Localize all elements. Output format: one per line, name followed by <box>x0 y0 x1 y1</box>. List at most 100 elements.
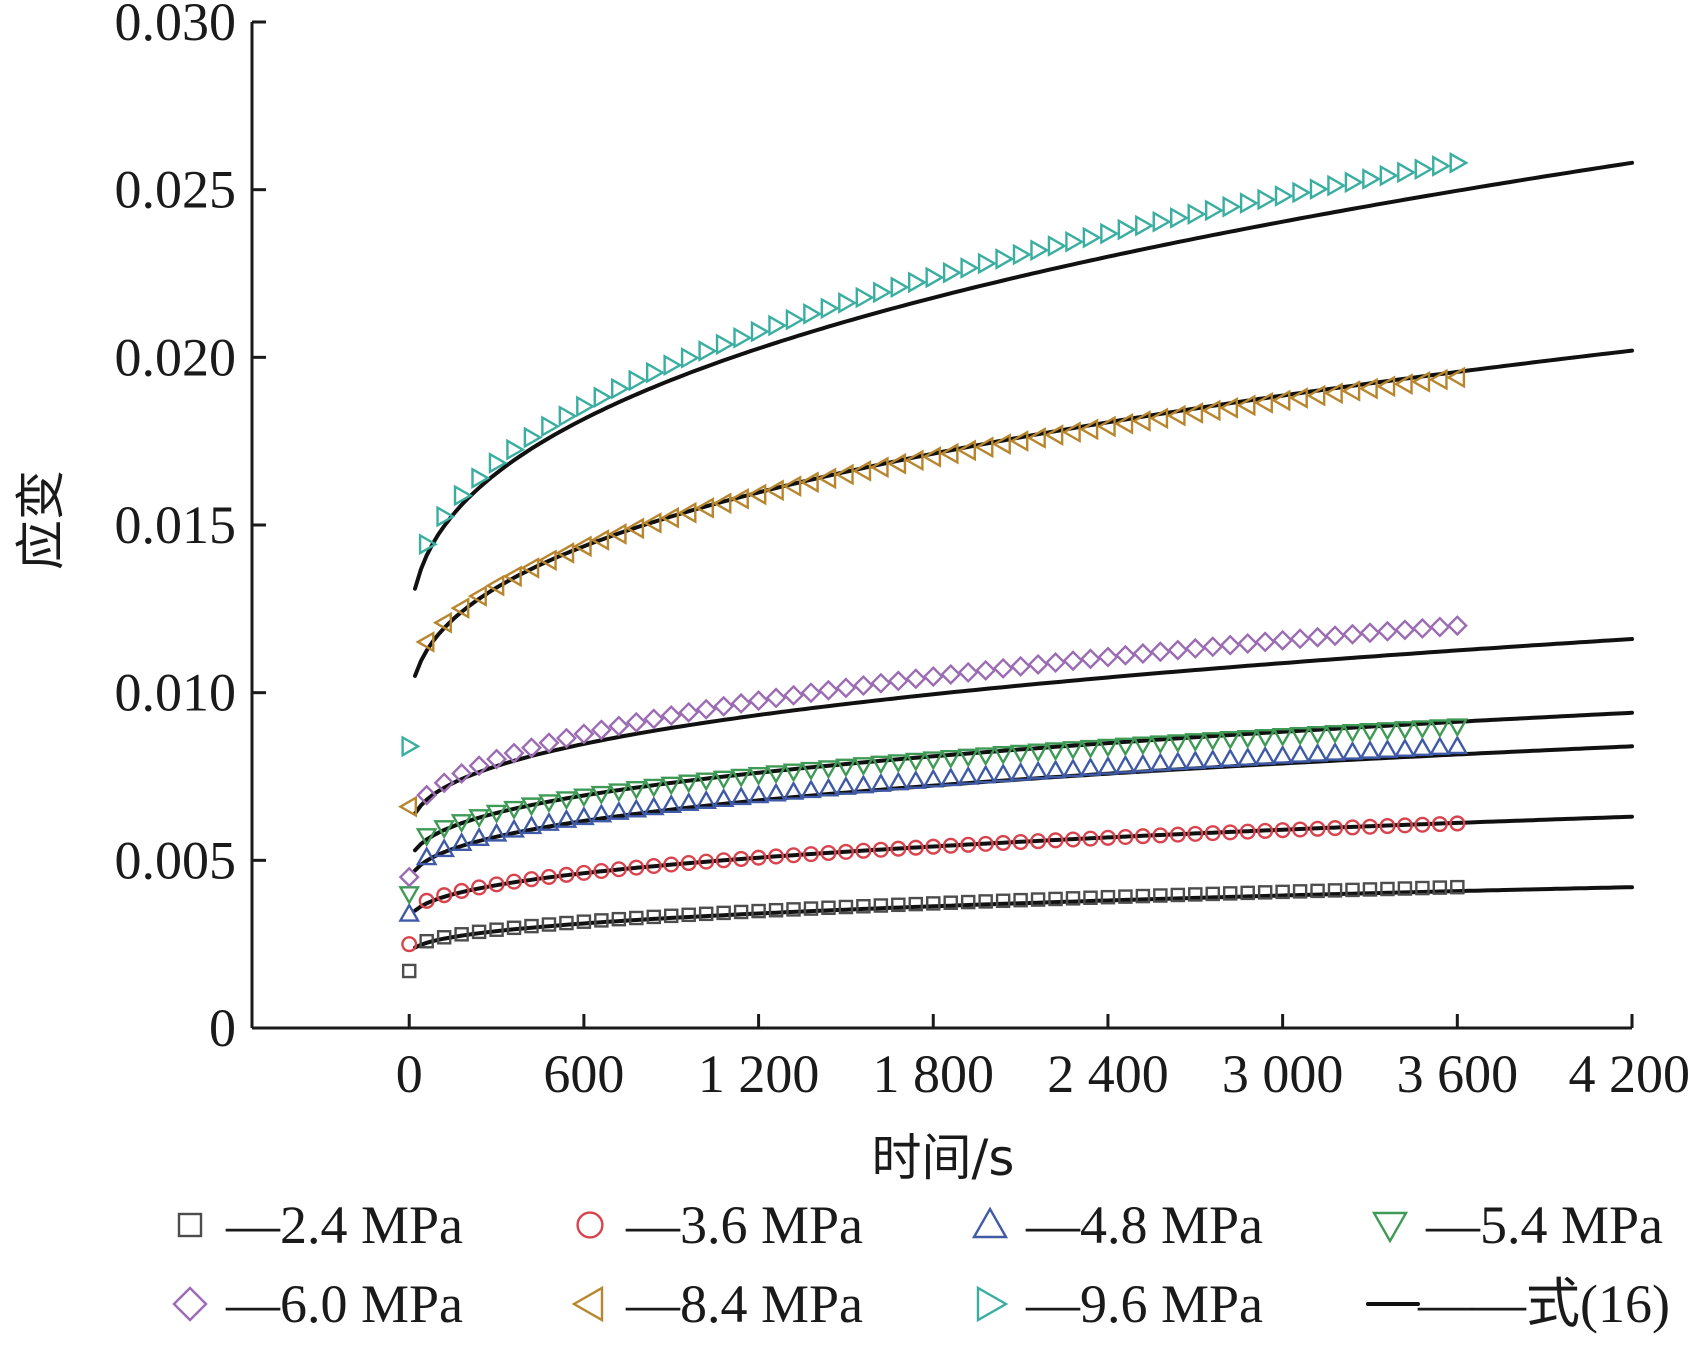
data-point <box>977 835 994 852</box>
data-point <box>1079 739 1102 759</box>
data-point <box>538 794 560 814</box>
legend-label: —9.6 MPa <box>1025 1274 1263 1334</box>
data-point <box>453 882 470 899</box>
data-point <box>750 849 767 866</box>
legend-marker <box>571 1285 604 1323</box>
data-point <box>590 785 613 805</box>
data-point <box>995 248 1015 270</box>
data-point <box>538 811 560 831</box>
data-point <box>1184 750 1207 770</box>
data-point <box>905 668 927 690</box>
data-point <box>926 896 941 911</box>
legend-label: —6.0 MPa <box>225 1274 463 1334</box>
data-point <box>855 842 872 859</box>
data-point <box>677 501 697 524</box>
data-point <box>1309 820 1326 837</box>
data-point <box>401 735 421 758</box>
data-point <box>1344 819 1361 836</box>
data-point <box>1274 822 1291 839</box>
data-point <box>1359 622 1381 644</box>
data-point <box>625 781 648 801</box>
data-point <box>698 340 718 362</box>
data-point <box>398 902 421 922</box>
data-point <box>975 659 997 681</box>
data-point <box>821 900 836 916</box>
data-point <box>468 826 490 846</box>
data-point <box>1257 885 1273 900</box>
data-point <box>716 905 731 921</box>
legend-marker <box>172 1286 208 1322</box>
data-point <box>1152 827 1169 844</box>
data-point <box>765 687 787 709</box>
data-point <box>1307 626 1329 648</box>
data-point <box>1275 884 1290 900</box>
data-point <box>436 505 456 528</box>
data-point <box>486 748 508 770</box>
legend-label: —5.4 MPa <box>1425 1195 1663 1255</box>
data-point <box>783 684 805 706</box>
data-point <box>520 815 543 835</box>
data-point <box>751 903 766 919</box>
data-point <box>1324 724 1346 744</box>
data-point <box>1013 892 1028 908</box>
data-point <box>555 808 578 828</box>
data-point <box>750 320 770 343</box>
data-point <box>747 784 770 804</box>
data-point <box>418 533 438 556</box>
data-point <box>1187 825 1204 842</box>
y-tick-label: 0.005 <box>115 830 237 890</box>
data-point <box>1167 639 1189 661</box>
data-point <box>488 876 505 893</box>
data-point <box>1044 742 1067 762</box>
data-point <box>1254 728 1277 748</box>
data-point <box>1219 731 1242 751</box>
data-point <box>1100 889 1116 905</box>
data-point <box>1153 888 1168 903</box>
data-point <box>1132 753 1154 773</box>
data-point <box>450 597 470 619</box>
data-point <box>1170 207 1190 229</box>
data-point <box>803 303 823 325</box>
data-point <box>1082 226 1102 249</box>
data-point <box>1394 721 1416 741</box>
legend-label: —8.4 MPa <box>625 1274 863 1334</box>
data-point <box>733 326 753 349</box>
data-point <box>960 257 980 279</box>
data-point <box>415 631 435 653</box>
data-point <box>1292 884 1308 899</box>
data-point <box>729 487 749 510</box>
data-point <box>576 395 596 418</box>
data-point <box>817 777 840 797</box>
data-point <box>992 763 1015 783</box>
data-point <box>974 764 997 784</box>
data-point <box>537 549 557 572</box>
data-point <box>433 772 455 794</box>
series-markers <box>401 815 1466 953</box>
data-point <box>573 723 595 745</box>
legend-marker <box>576 1211 604 1239</box>
data-point <box>939 767 962 787</box>
data-point <box>680 347 700 369</box>
data-point <box>925 838 942 855</box>
legend-label: —4.8 MPa <box>1025 1195 1263 1255</box>
data-point <box>1254 745 1277 765</box>
x-tick-label: 3 000 <box>1222 1044 1344 1104</box>
data-point <box>1272 629 1294 651</box>
fit-curve <box>413 637 1634 816</box>
data-point <box>1359 739 1381 759</box>
data-point <box>1079 418 1099 441</box>
data-point <box>747 483 767 506</box>
data-point <box>611 377 631 400</box>
data-point <box>1397 881 1413 896</box>
data-point <box>1012 834 1029 851</box>
data-point <box>733 904 749 920</box>
data-point <box>625 798 648 818</box>
legend-marker <box>971 1206 1009 1239</box>
x-axis-title: 时间/s <box>872 1129 1015 1187</box>
legend-marker <box>1371 1211 1409 1244</box>
data-point <box>607 783 630 803</box>
data-point <box>786 902 801 917</box>
y-tick-label: 0 <box>209 998 236 1058</box>
data-point <box>433 838 456 858</box>
data-point <box>695 698 717 720</box>
